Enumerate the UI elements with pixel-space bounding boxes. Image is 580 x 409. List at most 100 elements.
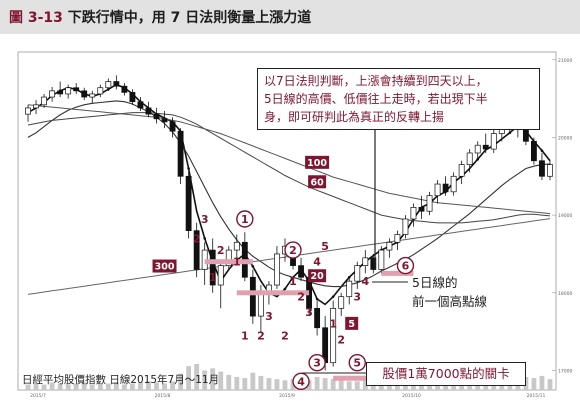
candle-body — [474, 144, 481, 154]
y-tick-label: 18000 — [558, 291, 572, 297]
ma-badge-5 — [345, 316, 359, 330]
ma5-dot — [251, 265, 255, 268]
candle-body — [386, 241, 393, 251]
volume-bar — [178, 373, 183, 390]
figure-header: 圖 3-13 下跌行情中，用 7 日法則衡量上漲力道 — [0, 0, 580, 34]
volume-bar — [330, 379, 336, 390]
candle-body — [547, 164, 553, 177]
candle-body — [113, 81, 120, 87]
circled-label-ring — [292, 372, 310, 391]
volume-bar — [162, 383, 167, 390]
callout-line-1: 以7日法則判斷，上漲會持續到四天以上， — [264, 74, 488, 88]
ma-badge-text: 60 — [310, 177, 324, 188]
volume-bar — [57, 383, 63, 390]
count-label: 5 — [321, 240, 329, 253]
volume-bar — [266, 378, 272, 390]
candle-body — [89, 93, 96, 98]
candle-body — [402, 218, 409, 235]
circled-label-text: 5 — [353, 357, 361, 370]
highlight-line — [204, 259, 253, 265]
count-label: 2 — [337, 333, 345, 346]
candle-body — [153, 113, 160, 120]
volume-bar — [539, 375, 545, 390]
candle-body — [49, 90, 56, 98]
candle-body — [394, 234, 401, 243]
count-label: 3 — [201, 213, 209, 226]
candle-body — [298, 265, 304, 278]
count-label: 2 — [217, 244, 225, 257]
candle-body — [442, 183, 449, 193]
candle-body — [33, 104, 39, 109]
circled-label-text: 4 — [297, 375, 305, 388]
ma-badge-300 — [152, 259, 177, 273]
count-label: 1 — [329, 318, 337, 331]
volume-bar — [138, 382, 143, 390]
line-note-1: 5日線的 — [412, 275, 458, 290]
ma5-dot — [203, 237, 206, 240]
circled-label-text: 3 — [313, 357, 321, 370]
callout-line-3: 身，即可研判此為真正的反轉上揚 — [264, 110, 445, 124]
count-label: 1 — [241, 329, 249, 342]
x-tick-label: 2015/7 — [30, 393, 46, 399]
figure-title: 圖 3-13 下跌行情中，用 7 日法則衡量上漲力道 — [9, 7, 311, 27]
volume-bar — [25, 384, 31, 390]
candle-body — [81, 90, 88, 98]
volume-bar — [226, 374, 232, 390]
ma-line-100 — [27, 104, 551, 215]
source-label: 日經平均股價指數 日線2015年7月～11月 — [22, 374, 220, 386]
count-label: 2 — [193, 232, 201, 245]
ma5-dot — [187, 167, 190, 170]
candle-body — [418, 206, 425, 212]
candle-body — [482, 144, 489, 150]
volume-bar — [531, 378, 537, 390]
y-tick-label: 20000 — [558, 135, 572, 141]
line-note-2: 前一個高點線 — [412, 294, 488, 309]
candle-body — [434, 183, 441, 197]
x-tick-label: 2015/10 — [402, 393, 421, 399]
count-label: 2 — [281, 329, 289, 342]
circled-label-text: 6 — [402, 260, 410, 273]
candle-body — [426, 195, 433, 212]
volume-bar — [218, 371, 224, 390]
volume-bar — [73, 383, 79, 390]
candle-body — [233, 241, 240, 251]
volume-bar — [314, 377, 320, 390]
x-tick-label: 2015/8 — [155, 393, 171, 399]
volume-bar — [306, 380, 312, 390]
volume-bar — [65, 384, 71, 390]
count-label: 3 — [305, 306, 313, 319]
volume-bar — [322, 378, 328, 390]
candle-body — [531, 140, 537, 162]
candle-body — [410, 206, 417, 220]
candle-body — [338, 296, 345, 309]
callout-line-2: 5日線的高價、低價往上走時，若出現下半 — [264, 92, 488, 106]
x-tick-label: 2015/9 — [279, 393, 295, 399]
volume-bar — [250, 372, 256, 390]
candle-body — [41, 96, 47, 106]
volume-bar — [41, 384, 47, 390]
volume-bar — [202, 370, 208, 390]
ma5-dot — [315, 297, 319, 301]
ma5-dot — [283, 287, 287, 291]
candle-body — [217, 265, 224, 286]
candle-body — [274, 253, 280, 286]
volume-bar — [105, 383, 111, 390]
volume-bar — [186, 366, 192, 390]
y-tick-label: 17000 — [558, 368, 572, 374]
figure-caption: 下跌行情中，用 7 日法則衡量上漲力道 — [67, 10, 312, 26]
candle-body — [177, 130, 184, 177]
ma5-dot — [331, 295, 335, 298]
volume-bar — [89, 384, 95, 390]
volume-bar — [170, 381, 175, 390]
candle-body — [458, 164, 465, 177]
candle-body — [209, 249, 216, 286]
candle-body — [185, 175, 192, 232]
candle-body — [257, 292, 264, 317]
candle-body — [539, 160, 545, 177]
volume-bar — [258, 375, 264, 390]
volume-bar — [154, 382, 159, 390]
circled-label-ring — [308, 353, 326, 372]
volume-bar — [362, 380, 368, 390]
volume-bar — [234, 377, 240, 390]
volume-bar — [33, 383, 39, 390]
